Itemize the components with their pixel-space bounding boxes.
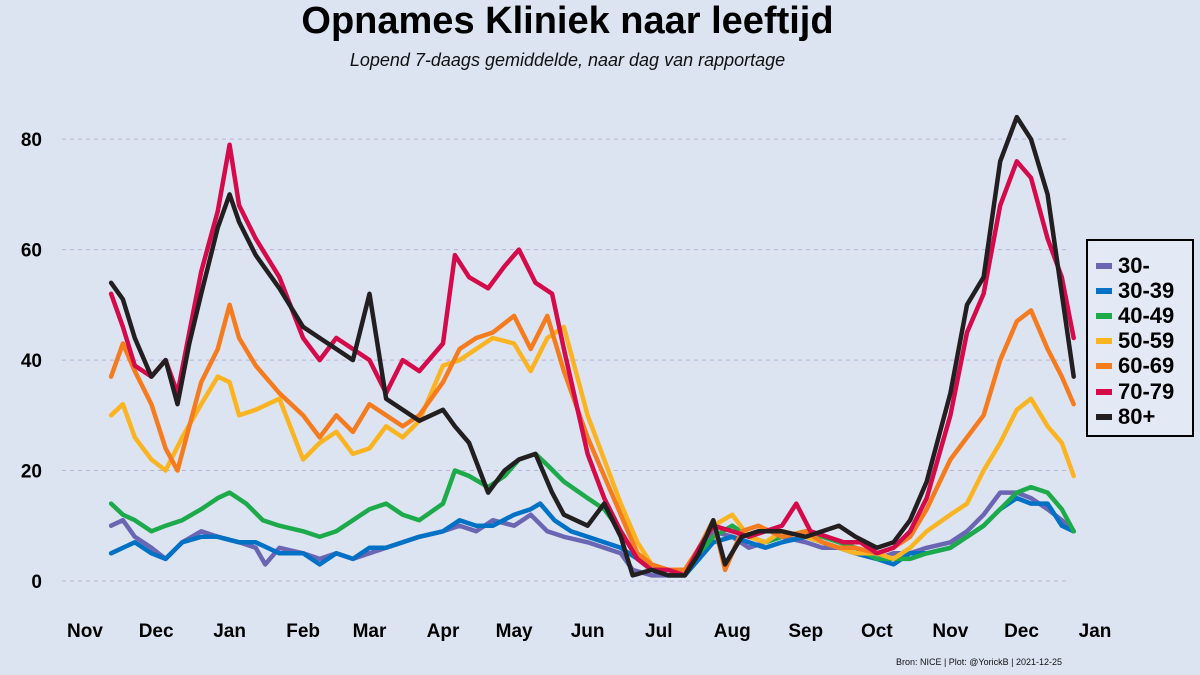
legend-label: 30-39 (1118, 277, 1175, 303)
grid-lines (62, 138, 1070, 582)
y-tick-label: 80 (21, 130, 42, 151)
legend-label: 30- (1118, 252, 1150, 278)
legend-item-30-: 30- (1096, 253, 1192, 278)
legend-item-30-39: 30-39 (1096, 278, 1192, 303)
x-tick-label: May (496, 621, 533, 642)
legend-swatch (1096, 338, 1112, 345)
legend-label: 40-49 (1118, 302, 1175, 328)
y-tick-label: 40 (21, 351, 42, 372)
legend-label: 80+ (1118, 403, 1156, 429)
legend-item-70-79: 70-79 (1096, 379, 1192, 404)
legend-item-40-49: 40-49 (1096, 303, 1192, 328)
legend-swatch (1096, 287, 1112, 294)
legend-label: 50-59 (1118, 328, 1175, 354)
x-tick-label: Apr (427, 621, 460, 642)
legend-item-80+: 80+ (1096, 404, 1192, 429)
x-tick-label: Aug (714, 621, 751, 642)
x-tick-label: Nov (932, 621, 968, 642)
x-tick-label: Jan (1079, 621, 1112, 642)
legend-swatch (1096, 388, 1112, 395)
y-tick-label: 20 (21, 462, 42, 483)
x-tick-label: Dec (1004, 621, 1039, 642)
series-lines (108, 114, 1076, 578)
chart-subtitle: Lopend 7-daags gemiddelde, naar dag van … (349, 50, 786, 70)
series-line-70-79 (108, 142, 1076, 578)
chart-title: Opnames Kliniek naar leeftijd (301, 0, 834, 42)
legend-swatch (1096, 262, 1112, 269)
series-line-40-49 (108, 451, 1076, 578)
series-line-30- (108, 490, 1076, 578)
source-note: Bron: NICE | Plot: @YorickB | 2021-12-25 (895, 657, 1062, 667)
x-tick-label: Mar (353, 621, 387, 642)
x-tick-label: Jun (571, 621, 605, 642)
y-axis: 0 20 40 60 80 (21, 130, 42, 593)
legend-swatch (1096, 413, 1112, 420)
series-line-50-59 (108, 324, 1076, 573)
series-line-80+ (108, 114, 1076, 578)
x-tick-label: Jul (645, 621, 672, 642)
legend-swatch (1096, 312, 1112, 319)
legend-label: 70-79 (1118, 378, 1175, 404)
legend-item-60-69: 60-69 (1096, 353, 1192, 379)
legend-item-50-59: 50-59 (1096, 328, 1192, 354)
x-axis: Nov Dec Jan Feb Mar Apr May Jun Jul Aug Sep Oct Nov D… (67, 621, 1111, 642)
legend: 30- 30-39 40-49 50-59 60-69 70-79 80+ (1086, 239, 1194, 437)
y-tick-label: 0 (31, 572, 42, 593)
y-tick-label: 60 (21, 241, 42, 262)
series-line-30-39 (108, 495, 1076, 578)
x-tick-label: Oct (861, 621, 893, 642)
x-tick-label: Feb (286, 621, 320, 642)
x-tick-label: Nov (67, 621, 103, 642)
legend-swatch (1096, 363, 1112, 370)
legend-label: 60-69 (1118, 353, 1175, 379)
series-line-60-69 (108, 302, 1076, 573)
x-tick-label: Sep (788, 621, 823, 642)
x-tick-label: Dec (139, 621, 174, 642)
x-tick-label: Jan (213, 621, 246, 642)
